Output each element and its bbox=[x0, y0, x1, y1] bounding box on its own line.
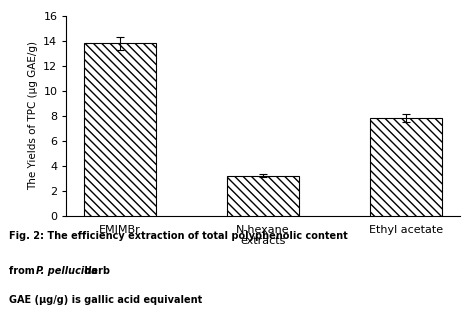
Text: P. pellucida: P. pellucida bbox=[36, 266, 98, 276]
Bar bbox=[84, 43, 156, 216]
Bar bbox=[228, 176, 299, 216]
Text: herb: herb bbox=[81, 266, 109, 276]
Text: GAE (μg/g) is gallic acid equivalent: GAE (μg/g) is gallic acid equivalent bbox=[9, 295, 203, 305]
Text: Fig. 2: The efficiency extraction of total polyphenolic content: Fig. 2: The efficiency extraction of tot… bbox=[9, 231, 348, 242]
Text: from: from bbox=[9, 266, 38, 276]
Bar bbox=[370, 118, 442, 216]
Y-axis label: The Yields of TPC (μg GAE/g): The Yields of TPC (μg GAE/g) bbox=[27, 41, 37, 190]
